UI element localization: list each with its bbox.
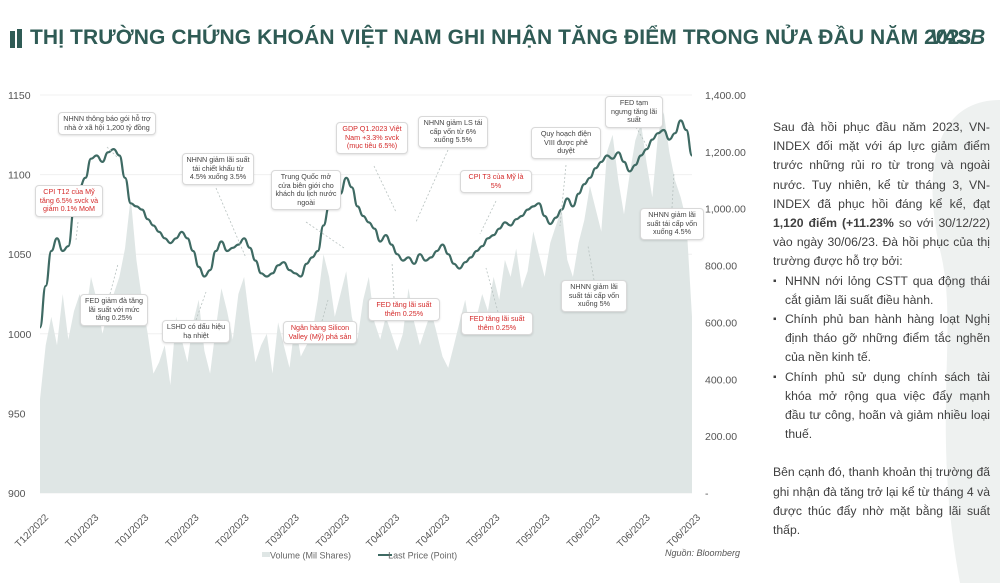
volume-area: [40, 112, 692, 493]
annotation-connector: [215, 187, 247, 259]
x-tick-label: T06/2023: [565, 512, 603, 550]
x-tick-label: T12/2022: [13, 512, 51, 550]
x-tick-label: T03/2023: [264, 512, 302, 550]
list-item: Chính phủ sử dụng chính sách tài khóa mở…: [773, 368, 990, 445]
annotation-fed-hike-1: FED tăng lãi suất thêm 0.25%: [368, 298, 440, 322]
annotation-sbv-discount-rate: NHNN giảm lãi suất tái chiết khấu từ 4.5…: [182, 153, 254, 185]
y-right-tick-label: 1,200.00: [705, 147, 746, 159]
annotation-connector: [106, 146, 119, 159]
annotation-connector: [415, 149, 449, 223]
annotation-power-plan-8: Quy hoạch điện VIII được phê duyệt: [531, 127, 601, 159]
annotation-connector: [109, 263, 119, 295]
x-tick-label: T04/2023: [415, 512, 453, 550]
annotation-sbv-refinance-5: NHNN giảm lãi suất tái cấp vốn xuống 5%: [561, 280, 627, 312]
commentary-outro: Bên cạnh đó, thanh khoản thị trường đã g…: [773, 465, 990, 538]
support-factors-list: NHNN nới lỏng CSTT qua động thái cắt giả…: [773, 272, 990, 445]
x-axis: T12/2022 T01/2023 T01/2023 T02/2023 T02/2023…: [13, 512, 703, 550]
x-tick-label: T06/2023: [615, 512, 653, 550]
x-tick-label: T05/2023: [465, 512, 503, 550]
commentary-intro: Sau đà hồi phục đầu năm 2023, VN-INDEX đ…: [773, 120, 991, 269]
annotation-gdp-q1: GDP Q1.2023 Việt Nam +3.3% svck (mục tiê…: [336, 122, 408, 154]
annotation-connector: [305, 221, 345, 249]
x-tick-label: T01/2023: [64, 512, 102, 550]
annotation-sbv-refinance-5-5: NHNN giảm LS tái cấp vốn từ 6% xuống 5.5…: [418, 116, 488, 148]
y-right-tick-label: 1,400.00: [705, 90, 746, 102]
y-right-tick-label: 1,000.00: [705, 204, 746, 216]
annotation-us-cpi-dec: CPI T12 của Mỹ tăng 6.5% svck và giảm 0.…: [35, 185, 103, 217]
price-line-layer: [38, 119, 694, 329]
annotation-svb-collapse: Ngân hàng Silicon Valley (Mỹ) phá sản: [283, 321, 357, 345]
annotation-connector: [75, 221, 79, 241]
annotation-fed-slowdown: FED giảm đà tăng lãi suất với mức tăng 0…: [80, 294, 148, 326]
page-title: THỊ TRƯỜNG CHỨNG KHOÁN VIỆT NAM GHI NHẬN…: [30, 26, 972, 49]
list-item: Chính phủ ban hành hàng loạt Nghị định t…: [773, 310, 990, 368]
x-tick-label: T03/2023: [314, 512, 352, 550]
annotation-connector-layer: [75, 119, 675, 322]
annotation-connector: [373, 165, 397, 213]
y-left-axis: 1150 1100 1050 1000 950 900: [8, 90, 32, 500]
price-line: [38, 119, 694, 329]
y-left-tick-label: 900: [8, 488, 26, 500]
annotation-connector: [391, 261, 395, 299]
x-tick-label: T05/2023: [515, 512, 553, 550]
highlight-figure: 1,120 điểm (+11.23%: [773, 216, 894, 231]
y-right-tick-label: 600.00: [705, 317, 737, 329]
legend-volume-swatch: [262, 552, 270, 557]
vasb-logo: VASB: [930, 26, 985, 49]
commentary-panel: Sau đà hồi phục đầu năm 2023, VN-INDEX đ…: [773, 118, 990, 540]
x-tick-label: T02/2023: [214, 512, 252, 550]
volume-area-layer: [40, 112, 692, 493]
y-left-tick-label: 1100: [8, 170, 31, 182]
y-right-axis: 1,400.00 1,200.00 1,000.00 800.00 600.00 400.…: [705, 90, 746, 500]
y-right-tick-label: -: [705, 488, 709, 500]
source-note: Nguồn: Bloomberg: [665, 548, 741, 558]
x-tick-label: T02/2023: [164, 512, 202, 550]
annotation-rates-cooling: LSHD có dấu hiệu hạ nhiệt: [162, 320, 230, 344]
x-tick-label: T04/2023: [365, 512, 403, 550]
annotation-fed-hike-2: FED tăng lãi suất thêm 0.25%: [461, 312, 533, 336]
y-right-tick-label: 400.00: [705, 374, 737, 386]
annotation-connector: [195, 291, 207, 321]
y-right-tick-label: 800.00: [705, 261, 737, 273]
annotation-housing-package: NHNN thông báo gói hỗ trợ nhà ở xã hội 1…: [58, 112, 156, 136]
chart-legend: Volume (Mil Shares) Last Price (Point): [270, 550, 457, 561]
header-bar-icon: [10, 29, 22, 48]
legend-price-label: Last Price (Point): [388, 550, 458, 561]
y-left-tick-label: 950: [8, 408, 26, 420]
y-right-tick-label: 200.00: [705, 431, 737, 443]
annotation-sbv-refinance-4-5: NHNN giảm lãi suất tái cấp vốn xuống 4.5…: [640, 208, 704, 240]
annotation-fed-pause: FED tạm ngưng tăng lãi suất: [605, 96, 663, 128]
annotation-connector: [587, 245, 595, 281]
x-tick-label: T06/2023: [665, 512, 703, 550]
annotation-china-reopen: Trung Quốc mở cửa biên giới cho khách du…: [271, 170, 341, 211]
annotation-us-cpi-mar: CPI T3 của Mỹ là 5%: [460, 170, 532, 194]
y-left-tick-label: 1050: [8, 249, 32, 261]
x-tick-label: T01/2023: [114, 512, 152, 550]
legend-symbols: [262, 552, 392, 557]
annotation-connector: [479, 200, 497, 235]
list-item: NHNN nới lỏng CSTT qua động thái cắt giả…: [773, 272, 990, 310]
y-left-tick-label: 1150: [8, 90, 31, 102]
legend-volume-label: Volume (Mil Shares): [270, 550, 352, 561]
y-left-tick-label: 1000: [8, 329, 32, 341]
